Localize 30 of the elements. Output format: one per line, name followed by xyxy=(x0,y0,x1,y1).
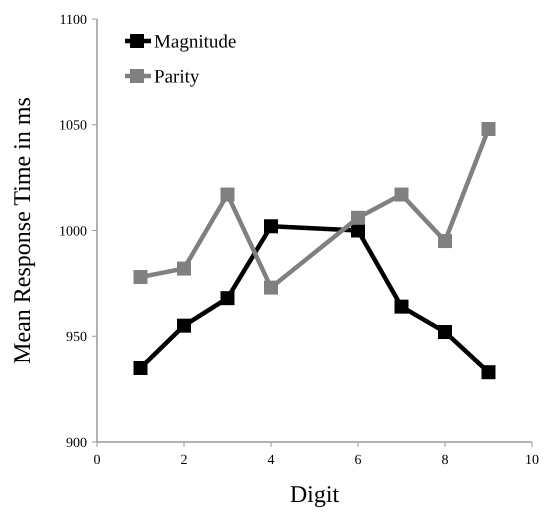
point xyxy=(482,122,496,136)
point xyxy=(220,291,234,306)
legend-label: Magnitude xyxy=(154,32,236,53)
point xyxy=(438,234,452,248)
y-tick-label: 900 xyxy=(66,436,87,451)
legend-label: Parity xyxy=(154,66,200,88)
x-tick-label: 2 xyxy=(180,453,188,468)
y-tick-label: 950 xyxy=(66,330,87,346)
point xyxy=(177,262,191,276)
x-tick-label: 8 xyxy=(442,453,448,468)
point xyxy=(351,210,365,225)
point xyxy=(482,365,496,380)
y-tick-label: 1000 xyxy=(59,224,87,240)
point xyxy=(438,325,452,340)
point xyxy=(394,300,408,314)
point xyxy=(134,270,148,284)
point xyxy=(177,318,191,333)
x-tick-label: 0 xyxy=(94,453,100,468)
x-tick-label: 10 xyxy=(525,453,539,468)
x-tick-label: 4 xyxy=(268,453,274,468)
point xyxy=(134,360,148,375)
point xyxy=(394,188,408,202)
point xyxy=(264,219,278,234)
x-tick-label: 6 xyxy=(354,453,362,468)
point xyxy=(220,188,234,202)
x-axis-title: Digit xyxy=(290,482,340,508)
point xyxy=(264,280,278,295)
y-tick-label: 1100 xyxy=(60,12,87,28)
y-axis-title: Mean Response Time in ms xyxy=(10,97,36,364)
y-tick-label: 1050 xyxy=(59,118,87,134)
